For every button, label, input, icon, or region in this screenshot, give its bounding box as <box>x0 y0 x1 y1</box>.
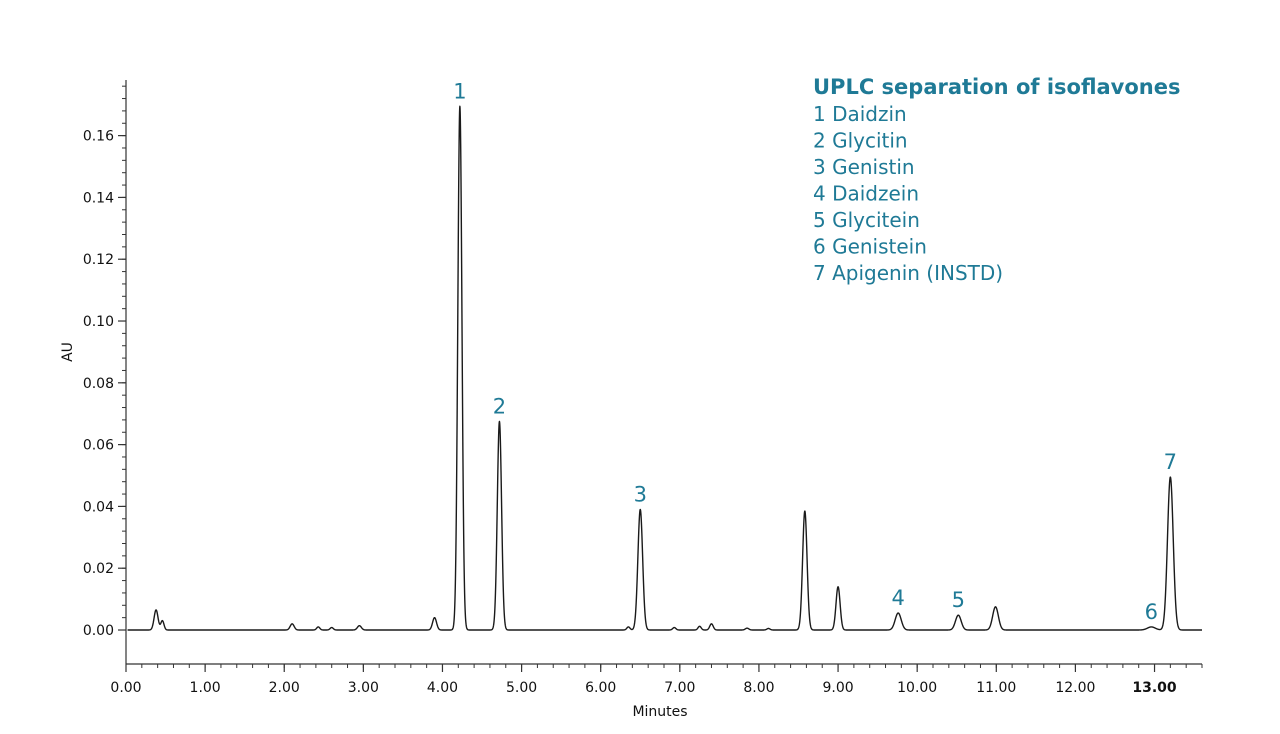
x-tick-label: 7.00 <box>664 680 695 696</box>
y-axis-title: AU <box>60 342 76 362</box>
legend-item: 5 Glycitein <box>813 208 920 232</box>
peak-label-4: 4 <box>892 586 905 610</box>
x-tick-label: 6.00 <box>585 680 616 696</box>
peak-label-1: 1 <box>453 79 466 103</box>
y-tick-label: 0.12 <box>83 252 114 268</box>
x-tick-label: 10.00 <box>897 680 937 696</box>
legend-item: 7 Apigenin (INSTD) <box>813 261 1003 285</box>
x-tick-label: 11.00 <box>976 680 1016 696</box>
y-tick-label: 0.10 <box>83 314 114 330</box>
legend-item: 3 Genistin <box>813 155 915 179</box>
legend-item: 4 Daidzein <box>813 182 919 206</box>
legend-item: 2 Glycitin <box>813 129 908 153</box>
x-tick-label: 4.00 <box>427 680 458 696</box>
x-tick-label: 2.00 <box>269 680 300 696</box>
x-tick-label: 9.00 <box>822 680 853 696</box>
peak-label-3: 3 <box>634 483 647 507</box>
peak-label-6: 6 <box>1145 600 1158 624</box>
x-tick-label: 12.00 <box>1055 680 1095 696</box>
x-tick-label: 3.00 <box>348 680 379 696</box>
legend: UPLC separation of isoflavones 1 Daidzin… <box>813 75 1181 285</box>
legend-item: 6 Genistein <box>813 235 927 259</box>
y-tick-label: 0.14 <box>83 190 114 206</box>
peak-label-5: 5 <box>952 588 965 612</box>
x-tick-label: 1.00 <box>190 680 221 696</box>
y-tick-label: 0.06 <box>83 438 114 454</box>
x-tick-label: 13.00 <box>1132 680 1177 696</box>
chromatogram-trace <box>127 105 1203 631</box>
y-tick-label: 0.00 <box>83 623 114 639</box>
x-tick-label: 8.00 <box>743 680 774 696</box>
y-tick-label: 0.16 <box>83 129 114 145</box>
trace-layer <box>127 105 1203 631</box>
y-tick-label: 0.04 <box>83 499 114 515</box>
peak-label-7: 7 <box>1164 450 1177 474</box>
axes: 0.00 0.02 0.04 0.06 0.08 0.10 0.12 0.14 0.16 0.00… <box>83 80 1203 696</box>
peak-label-2: 2 <box>493 394 506 418</box>
legend-title: UPLC separation of isoflavones <box>813 75 1181 99</box>
peak-labels: 1 2 3 4 5 6 7 <box>453 79 1177 624</box>
x-tick-label: 0.00 <box>110 680 141 696</box>
x-tick-label: 5.00 <box>506 680 537 696</box>
y-tick-label: 0.02 <box>83 561 114 577</box>
x-axis-title: Minutes <box>632 704 687 720</box>
legend-item: 1 Daidzin <box>813 102 907 126</box>
y-tick-label: 0.08 <box>83 376 114 392</box>
